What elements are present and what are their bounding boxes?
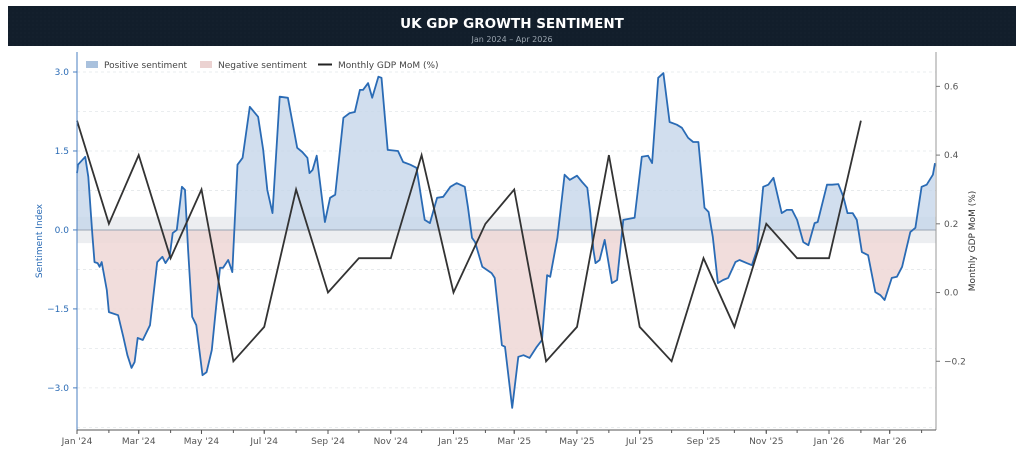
chart-subtitle: Jan 2024 – Apr 2026 (470, 35, 552, 44)
sentiment-fills (77, 73, 935, 408)
series-lines (76, 72, 936, 409)
y-axis-label-left: Sentiment Index (35, 203, 45, 278)
x-tick-label: Nov '25 (749, 437, 783, 447)
sentiment-line (76, 72, 936, 409)
x-tick-label: May '24 (184, 437, 220, 447)
chart-title: UK GDP GROWTH SENTIMENT (400, 16, 624, 32)
x-tick-label: Jan '26 (813, 437, 845, 447)
x-tick-label: May '25 (559, 437, 594, 447)
right-tick-label: 0.0 (944, 289, 959, 299)
legend-label-positive: Positive sentiment (104, 61, 188, 71)
left-tick-label: 1.5 (55, 147, 69, 157)
y-axis-label-right: Monthly GDP MoM (%) (968, 191, 978, 292)
axes: 3.0 1.5 0.0 −1.5 −3.0 0.6 0.4 0.2 0.0 −0.2 Jan '24… (47, 52, 966, 447)
legend-label-negative: Negative sentiment (218, 61, 307, 71)
x-tick-label: Mar '25 (497, 437, 531, 447)
right-tick-label: 0.6 (944, 82, 959, 92)
legend-swatch-positive (86, 61, 98, 68)
negative-sentiment-area (92, 229, 913, 408)
left-tick-label: −3.0 (47, 384, 69, 394)
x-tick-label: Nov '24 (374, 437, 409, 447)
right-tick-label: 0.2 (944, 220, 958, 230)
x-tick-label: Sep '25 (687, 437, 721, 447)
gdp-line (76, 120, 862, 364)
x-tick-label: Sep '24 (311, 437, 345, 447)
header-texture (8, 6, 1016, 46)
x-tick-label: Mar '24 (122, 437, 156, 447)
left-tick-label: 3.0 (55, 68, 70, 78)
right-tick-label: 0.4 (944, 151, 959, 161)
x-tick-label: Mar '26 (873, 437, 907, 447)
legend-label-gdp: Monthly GDP MoM (%) (338, 61, 439, 71)
left-tick-label: −1.5 (47, 305, 69, 315)
x-tick-label: Jul '25 (625, 437, 654, 447)
left-tick-label: 0.0 (55, 226, 70, 236)
x-tick-label: Jan '25 (437, 437, 469, 447)
x-tick-label: Jan '24 (61, 437, 93, 447)
positive-sentiment-area (77, 73, 935, 230)
header-banner: UK GDP GROWTH SENTIMENT Jan 2024 – Apr 2… (8, 6, 1016, 46)
x-tick-label: Jul '24 (249, 437, 278, 447)
right-tick-label: −0.2 (944, 357, 966, 367)
legend: Positive sentiment Negative sentiment Mo… (86, 61, 439, 71)
legend-swatch-negative (200, 61, 212, 68)
